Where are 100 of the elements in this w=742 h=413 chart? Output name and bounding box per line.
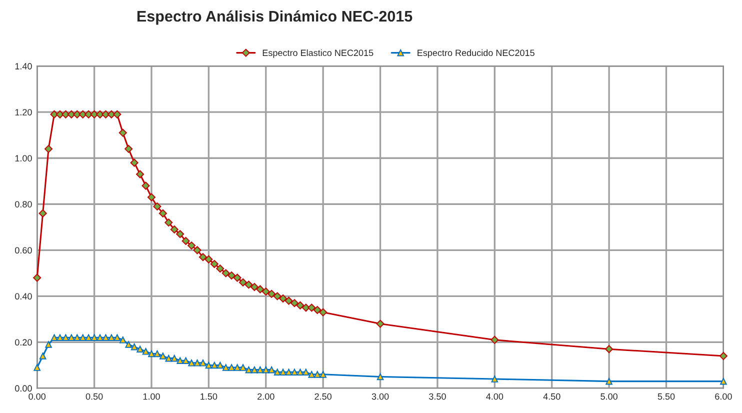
point	[302, 368, 310, 376]
point	[273, 292, 282, 300]
x-tick-label: 2.00	[258, 393, 274, 400]
point	[274, 368, 281, 376]
point	[268, 290, 276, 298]
point	[44, 144, 53, 153]
point	[147, 193, 156, 202]
y-tick-label: 1.40	[15, 63, 32, 70]
point	[262, 366, 270, 374]
point	[170, 354, 178, 362]
point	[79, 334, 86, 341]
point	[308, 304, 316, 312]
x-tick-label: 3.00	[372, 393, 389, 400]
point	[240, 364, 246, 371]
point	[210, 260, 218, 268]
point	[39, 352, 46, 360]
point	[291, 368, 298, 376]
point	[296, 368, 304, 376]
point	[296, 301, 304, 310]
point	[108, 334, 115, 341]
point	[154, 350, 161, 358]
point	[222, 364, 230, 371]
point	[113, 110, 122, 118]
point	[256, 366, 264, 374]
y-tick-label: 0.80	[15, 201, 32, 208]
point	[176, 230, 184, 238]
point	[222, 269, 230, 278]
legend-label: Espectro Elastico NEC2015	[262, 49, 374, 58]
point	[605, 345, 614, 354]
point	[188, 242, 196, 250]
x-tick-label: 4.00	[486, 393, 504, 400]
y-tick-label: 0.20	[15, 339, 32, 346]
point	[56, 334, 64, 341]
point	[251, 366, 258, 374]
point	[182, 236, 190, 245]
y-tick-label: 0.60	[15, 247, 32, 254]
point	[45, 341, 52, 348]
x-tick-label: 5.50	[658, 393, 675, 400]
point	[142, 182, 150, 190]
x-tick-label: 6.00	[715, 393, 732, 400]
point	[198, 253, 207, 262]
point	[205, 362, 212, 369]
point	[96, 334, 104, 341]
point	[320, 371, 326, 378]
point	[102, 334, 110, 341]
point	[85, 334, 92, 341]
legend-label: Espectro Reducido NEC2015	[418, 49, 534, 58]
point	[153, 202, 162, 210]
point	[376, 320, 384, 328]
point	[204, 255, 213, 264]
point	[136, 170, 144, 178]
x-tick-label: 4.50	[543, 393, 560, 400]
point	[262, 288, 270, 296]
point	[62, 110, 70, 118]
point	[90, 110, 98, 118]
point	[67, 110, 76, 118]
point	[284, 296, 293, 305]
point	[107, 110, 116, 118]
point	[160, 352, 166, 360]
point	[200, 360, 206, 366]
y-tick-label: 0.00	[15, 385, 32, 392]
point	[158, 209, 167, 218]
point	[124, 144, 133, 153]
point	[62, 334, 70, 341]
point	[130, 158, 138, 167]
point	[142, 348, 150, 355]
x-tick-label: 1.00	[143, 393, 160, 400]
x-tick-label: 1.50	[200, 393, 218, 400]
point	[164, 218, 173, 227]
point	[56, 110, 64, 118]
chart-title: Espectro Análisis Dinámico NEC-2015	[137, 10, 412, 25]
x-tick-label: 5.00	[600, 393, 618, 400]
point	[719, 352, 728, 360]
point	[376, 373, 384, 380]
point	[216, 264, 224, 273]
point	[308, 371, 316, 378]
point	[280, 368, 286, 376]
point	[228, 364, 235, 371]
point	[319, 308, 328, 316]
point	[125, 341, 132, 348]
point	[216, 362, 224, 369]
point	[720, 378, 727, 385]
point	[490, 336, 499, 344]
point	[194, 360, 201, 366]
point	[250, 282, 258, 291]
point	[285, 368, 292, 376]
point	[170, 225, 178, 234]
point	[233, 274, 242, 282]
point	[314, 371, 321, 378]
point	[68, 334, 75, 341]
point	[33, 274, 42, 282]
point	[50, 110, 58, 118]
point	[491, 376, 498, 382]
x-tick-label: 0.50	[86, 393, 103, 400]
x-tick-label: 0.00	[28, 393, 46, 400]
point	[606, 378, 612, 385]
point	[313, 306, 322, 314]
point	[245, 366, 252, 374]
point	[182, 357, 190, 364]
point	[136, 346, 144, 353]
